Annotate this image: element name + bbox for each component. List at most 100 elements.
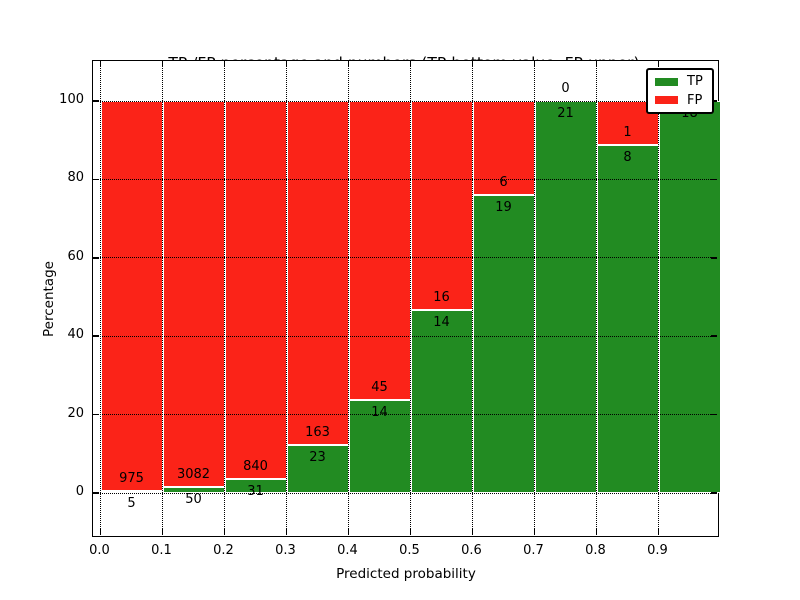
tp-count-label: 23	[309, 449, 326, 465]
bar-fp-segment	[410, 101, 473, 311]
tp-count-label: 50	[185, 491, 202, 507]
y-tick-mark-right	[711, 335, 717, 337]
bar-tp-segment	[534, 101, 597, 493]
x-tick-mark-bottom	[657, 529, 660, 535]
tp-count-label: 31	[247, 484, 264, 500]
legend-swatch-fp	[655, 96, 678, 105]
fp-count-label: 16	[433, 290, 450, 306]
x-tick-mark-bottom	[347, 529, 350, 535]
x-tick-label: 0.0	[89, 543, 110, 558]
x-tick-mark-bottom	[471, 529, 474, 535]
x-tick-label: 0.5	[399, 543, 420, 558]
fp-count-label: 975	[119, 471, 144, 486]
y-tick-label: 80	[67, 170, 84, 186]
bar-fp-segment	[224, 101, 287, 480]
y-tick-label: 0	[75, 484, 84, 499]
x-tick-mark-top	[285, 61, 288, 67]
fp-count-label: 6	[499, 175, 508, 191]
x-tick-mark-top	[161, 61, 164, 67]
v-gridline	[348, 61, 349, 535]
legend-label-tp: TP	[687, 74, 703, 90]
x-tick-label: 0.3	[275, 543, 296, 558]
legend-item-tp: TP	[648, 73, 712, 90]
y-tick-mark-right	[711, 413, 717, 416]
legend-item-fp: FP	[648, 92, 712, 109]
y-tick-label: 100	[59, 92, 84, 107]
x-tick-label: 0.8	[585, 543, 606, 558]
y-tick-mark-left	[93, 335, 99, 337]
bar-fp-segment	[286, 101, 349, 445]
fp-count-label: 1	[623, 124, 632, 140]
x-tick-mark-bottom	[223, 529, 226, 535]
x-tick-mark-top	[347, 61, 350, 67]
y-tick-label: 60	[67, 248, 84, 264]
y-tick-mark-left	[93, 178, 99, 181]
bar-fp-segment	[348, 101, 411, 400]
fp-count-label: 0	[561, 81, 570, 96]
y-tick-mark-left	[93, 100, 99, 102]
v-gridline	[100, 61, 101, 535]
v-gridline	[162, 61, 163, 535]
x-tick-label: 0.1	[151, 543, 172, 558]
fp-count-label: 163	[305, 424, 330, 440]
x-tick-label: 0.2	[213, 543, 234, 558]
v-gridline	[410, 61, 411, 535]
h-gridline	[93, 414, 717, 416]
h-gridline	[93, 257, 717, 259]
x-tick-label: 0.9	[647, 543, 668, 558]
y-tick-mark-right	[711, 100, 717, 102]
x-tick-mark-bottom	[409, 529, 412, 535]
v-gridline	[658, 61, 659, 535]
tp-count-label: 8	[623, 149, 632, 165]
y-tick-mark-right	[711, 178, 717, 181]
tp-count-label: 21	[557, 106, 574, 121]
legend: TP FP	[646, 68, 714, 114]
x-tick-mark-top	[533, 61, 536, 67]
tp-count-label: 5	[127, 496, 136, 511]
v-gridline	[534, 61, 535, 535]
h-gridline	[93, 100, 717, 102]
bar-fp-segment	[100, 101, 163, 491]
bar-tp-segment	[348, 399, 411, 493]
x-tick-label: 0.4	[337, 543, 358, 558]
x-tick-mark-top	[409, 61, 412, 67]
bar-tp-segment	[658, 101, 721, 493]
x-tick-mark-top	[657, 61, 660, 67]
x-tick-mark-bottom	[99, 529, 102, 535]
bar-tp-segment	[410, 310, 473, 493]
y-tick-mark-right	[711, 257, 717, 259]
y-tick-label: 40	[67, 327, 84, 343]
x-axis-label: Predicted probability	[336, 566, 476, 582]
x-tick-label: 0.7	[523, 543, 544, 558]
bar-fp-segment	[162, 101, 225, 487]
v-gridline	[596, 61, 597, 535]
x-tick-mark-bottom	[285, 529, 288, 535]
tp-count-label: 14	[371, 404, 388, 420]
h-gridline	[93, 335, 717, 337]
x-tick-mark-top	[223, 61, 226, 67]
y-tick-mark-right	[711, 492, 717, 494]
v-gridline	[472, 61, 473, 535]
bar-tp-segment	[472, 195, 535, 493]
fp-count-label: 3082	[176, 466, 211, 482]
y-tick-mark-left	[93, 257, 99, 259]
y-tick-label: 20	[67, 405, 84, 421]
x-tick-mark-top	[471, 61, 474, 67]
fp-count-label: 45	[371, 379, 388, 395]
v-gridline	[224, 61, 225, 535]
y-axis-label: Percentage	[41, 261, 57, 337]
x-tick-label: 0.6	[461, 543, 482, 558]
y-tick-mark-left	[93, 492, 99, 494]
legend-label-fp: FP	[687, 92, 703, 108]
h-gridline	[93, 178, 717, 180]
bar-tp-segment	[286, 444, 349, 493]
fp-count-label: 840	[243, 459, 268, 475]
x-tick-mark-bottom	[595, 529, 598, 535]
bar-tp-segment	[596, 144, 659, 493]
tp-count-label: 14	[433, 315, 450, 331]
tp-count-label: 19	[495, 200, 512, 216]
v-gridline	[286, 61, 287, 535]
y-tick-mark-left	[93, 413, 99, 416]
x-tick-mark-bottom	[161, 529, 164, 535]
